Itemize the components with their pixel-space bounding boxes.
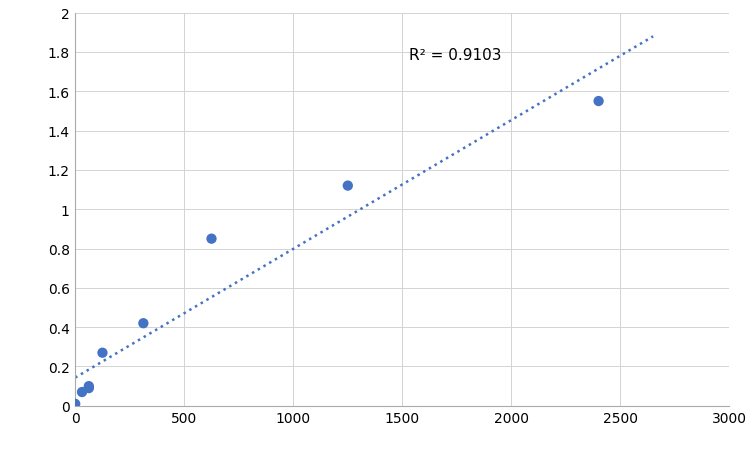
Point [83, 382, 95, 390]
Point [138, 320, 150, 327]
Point [69, 400, 81, 408]
Point [341, 183, 353, 190]
Point [96, 350, 108, 357]
Point [83, 385, 95, 392]
Point [76, 389, 88, 396]
Point [205, 235, 217, 243]
Text: R² = 0.9103: R² = 0.9103 [409, 48, 502, 63]
Point [593, 98, 605, 106]
